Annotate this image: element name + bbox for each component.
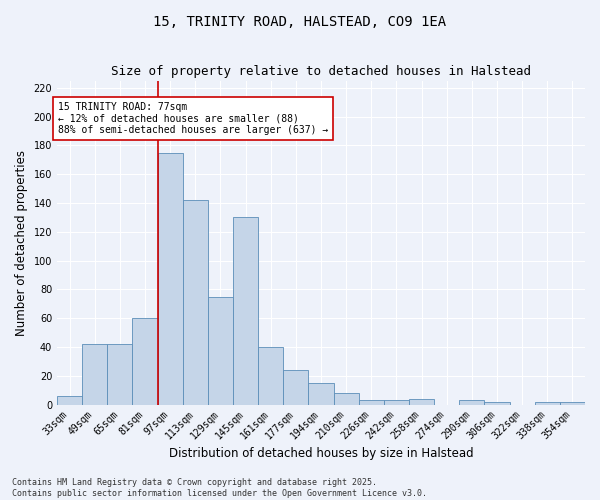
Bar (384, 400, 409, 404)
Text: Contains HM Land Registry data © Crown copyright and database right 2025.
Contai: Contains HM Land Registry data © Crown c… (12, 478, 427, 498)
Bar (409, 399, 434, 404)
Bar (208, 296, 233, 405)
Bar (359, 400, 384, 404)
Bar (158, 152, 183, 404)
Bar (183, 200, 208, 404)
Bar (82, 344, 107, 405)
Bar (258, 347, 283, 405)
Bar (484, 402, 509, 404)
Text: 15 TRINITY ROAD: 77sqm
← 12% of detached houses are smaller (88)
88% of semi-det: 15 TRINITY ROAD: 77sqm ← 12% of detached… (58, 102, 329, 136)
Bar (107, 344, 133, 405)
Bar (283, 370, 308, 404)
Title: Size of property relative to detached houses in Halstead: Size of property relative to detached ho… (111, 65, 531, 78)
X-axis label: Distribution of detached houses by size in Halstead: Distribution of detached houses by size … (169, 447, 473, 460)
Bar (334, 393, 359, 404)
Text: 15, TRINITY ROAD, HALSTEAD, CO9 1EA: 15, TRINITY ROAD, HALSTEAD, CO9 1EA (154, 15, 446, 29)
Bar (233, 218, 258, 404)
Bar (459, 400, 484, 404)
Bar (308, 383, 334, 404)
Y-axis label: Number of detached properties: Number of detached properties (15, 150, 28, 336)
Bar (57, 396, 82, 404)
Bar (560, 402, 585, 404)
Bar (133, 318, 158, 404)
Bar (535, 402, 560, 404)
